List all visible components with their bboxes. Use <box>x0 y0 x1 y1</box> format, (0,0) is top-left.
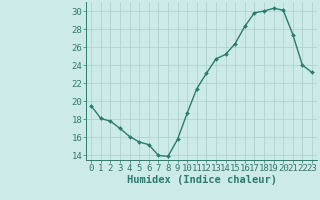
X-axis label: Humidex (Indice chaleur): Humidex (Indice chaleur) <box>127 175 276 185</box>
